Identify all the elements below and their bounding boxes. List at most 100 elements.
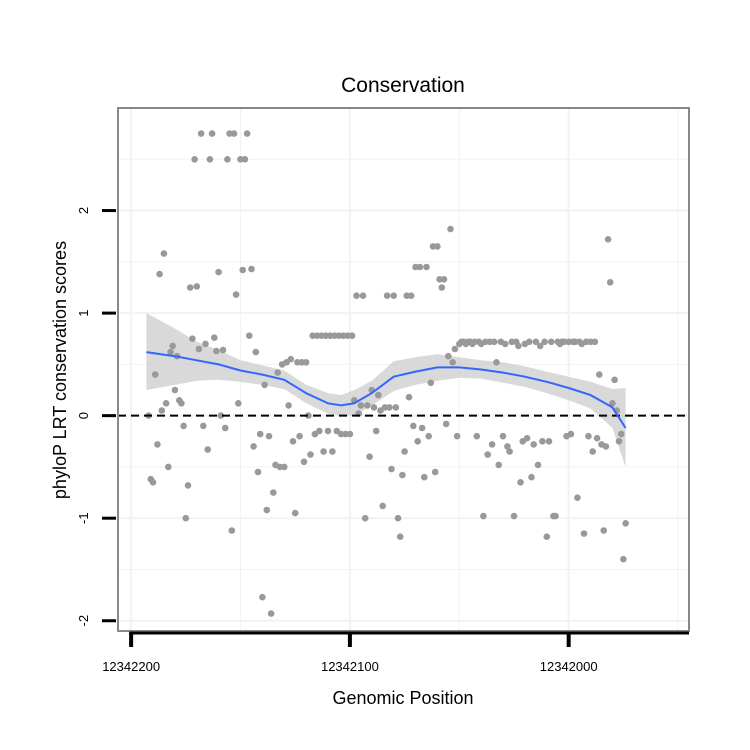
data-point <box>622 520 629 527</box>
data-point <box>357 402 365 409</box>
data-point <box>217 412 225 419</box>
data-point <box>504 443 511 450</box>
plot-panel <box>117 107 690 632</box>
data-point <box>379 502 387 510</box>
y-axis-title: phyloP LRT conservation scores <box>50 241 70 499</box>
data-point <box>589 448 596 455</box>
data-point <box>396 533 404 540</box>
data-point <box>239 266 246 274</box>
data-point <box>606 279 614 286</box>
data-point <box>274 369 282 376</box>
data-point <box>609 400 616 407</box>
data-point <box>602 443 610 450</box>
data-point <box>442 420 450 428</box>
data-point <box>224 156 231 163</box>
data-point <box>366 453 373 461</box>
data-point <box>425 432 433 440</box>
data-point <box>523 434 531 442</box>
data-point <box>248 265 255 273</box>
data-point <box>151 371 159 378</box>
data-point <box>241 156 249 163</box>
data-point <box>499 432 507 440</box>
y-tick-label: 2 <box>76 207 91 214</box>
data-point <box>405 393 413 401</box>
data-point <box>243 130 251 137</box>
data-point <box>593 434 601 442</box>
data-point <box>213 347 220 355</box>
data-point <box>197 130 205 137</box>
data-point <box>526 338 533 346</box>
data-point <box>263 506 271 514</box>
y-tick-label: 0 <box>76 412 91 419</box>
data-point <box>180 422 187 430</box>
confidence-band <box>146 313 626 467</box>
data-point <box>414 438 422 445</box>
data-point <box>547 338 555 346</box>
data-point <box>169 342 176 350</box>
data-point <box>394 514 402 522</box>
data-point <box>451 345 459 353</box>
data-point <box>193 283 201 290</box>
chart-title: Conservation <box>341 74 465 97</box>
data-point <box>418 424 426 432</box>
data-point <box>346 430 354 438</box>
data-point <box>488 441 496 448</box>
data-point <box>370 404 378 411</box>
data-point <box>473 432 481 440</box>
panel-border <box>117 107 690 632</box>
data-point <box>206 156 214 163</box>
data-point <box>431 468 439 476</box>
data-point <box>230 130 238 137</box>
data-point <box>596 371 603 378</box>
data-point <box>427 379 435 387</box>
data-point <box>316 427 323 435</box>
data-point <box>208 130 216 137</box>
data-point <box>324 427 332 435</box>
data-point <box>232 291 240 298</box>
data-point <box>515 342 522 350</box>
data-point <box>191 156 198 163</box>
data-point <box>267 610 275 617</box>
data-point <box>158 407 166 414</box>
data-point <box>265 432 273 440</box>
data-point <box>289 438 297 445</box>
data-point <box>480 512 487 520</box>
data-point <box>287 355 295 363</box>
data-point <box>204 446 211 453</box>
data-point <box>215 268 222 276</box>
data-point <box>545 438 553 445</box>
data-point <box>259 593 266 601</box>
data-point <box>401 448 408 455</box>
data-point <box>604 236 612 243</box>
data-point <box>617 430 625 438</box>
y-tick-label: -1 <box>76 512 91 524</box>
data-point <box>536 342 544 350</box>
data-point <box>202 340 209 348</box>
data-point <box>423 263 430 271</box>
data-point <box>421 473 428 481</box>
data-point <box>221 424 229 432</box>
data-point <box>438 284 446 291</box>
data-point <box>184 482 192 489</box>
data-point <box>178 400 185 407</box>
data-point <box>501 340 509 348</box>
data-point <box>329 448 336 455</box>
data-point <box>162 400 170 407</box>
data-point <box>390 292 398 300</box>
data-point <box>453 432 461 440</box>
data-point <box>296 432 303 440</box>
data-point <box>495 461 503 469</box>
data-point <box>195 345 203 353</box>
data-point <box>156 270 163 278</box>
data-point <box>149 479 157 486</box>
data-point <box>541 338 548 346</box>
data-point <box>543 533 551 540</box>
data-point <box>254 468 262 476</box>
data-point <box>449 359 457 366</box>
data-point <box>491 338 498 346</box>
data-point <box>250 443 257 450</box>
data-point <box>445 352 452 360</box>
x-axis: 12342200 12342100 12342000 <box>102 631 689 674</box>
data-point <box>532 338 540 346</box>
data-point <box>574 494 581 502</box>
